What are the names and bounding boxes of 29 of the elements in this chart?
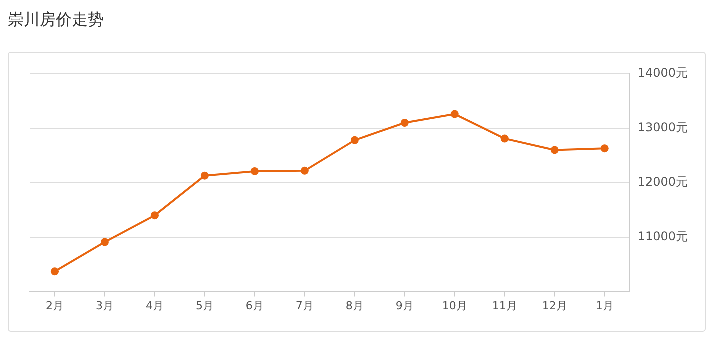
x-tick-label: 3月 xyxy=(96,299,114,312)
y-tick-label: 11000元 xyxy=(638,229,688,244)
x-tick-label: 8月 xyxy=(346,299,364,312)
x-tick-label: 1月 xyxy=(596,299,614,312)
point xyxy=(300,166,309,175)
point xyxy=(400,119,409,128)
point xyxy=(450,110,459,118)
point xyxy=(50,268,59,276)
point xyxy=(500,134,509,143)
point xyxy=(550,146,559,154)
x-tick-label: 11月 xyxy=(492,299,518,312)
x-tick-label: 2月 xyxy=(46,299,64,312)
point xyxy=(100,238,109,246)
chart-title: 崇川房价走势 xyxy=(8,10,104,31)
x-tick-label: 9月 xyxy=(396,299,414,312)
point xyxy=(150,212,159,220)
x-tick-label: 12月 xyxy=(542,299,568,312)
x-tick-label: 5月 xyxy=(196,299,214,312)
x-tick-label: 10月 xyxy=(442,299,468,312)
point xyxy=(200,172,209,180)
y-tick-label: 14000元 xyxy=(638,66,688,80)
y-tick-label: 12000元 xyxy=(638,175,688,190)
point xyxy=(250,167,259,176)
x-tick-label: 7月 xyxy=(296,299,314,312)
point xyxy=(350,136,359,144)
point xyxy=(600,144,609,153)
x-tick-label: 4月 xyxy=(146,299,164,312)
y-tick-label: 13000元 xyxy=(638,120,688,135)
x-tick-label: 6月 xyxy=(246,299,264,312)
